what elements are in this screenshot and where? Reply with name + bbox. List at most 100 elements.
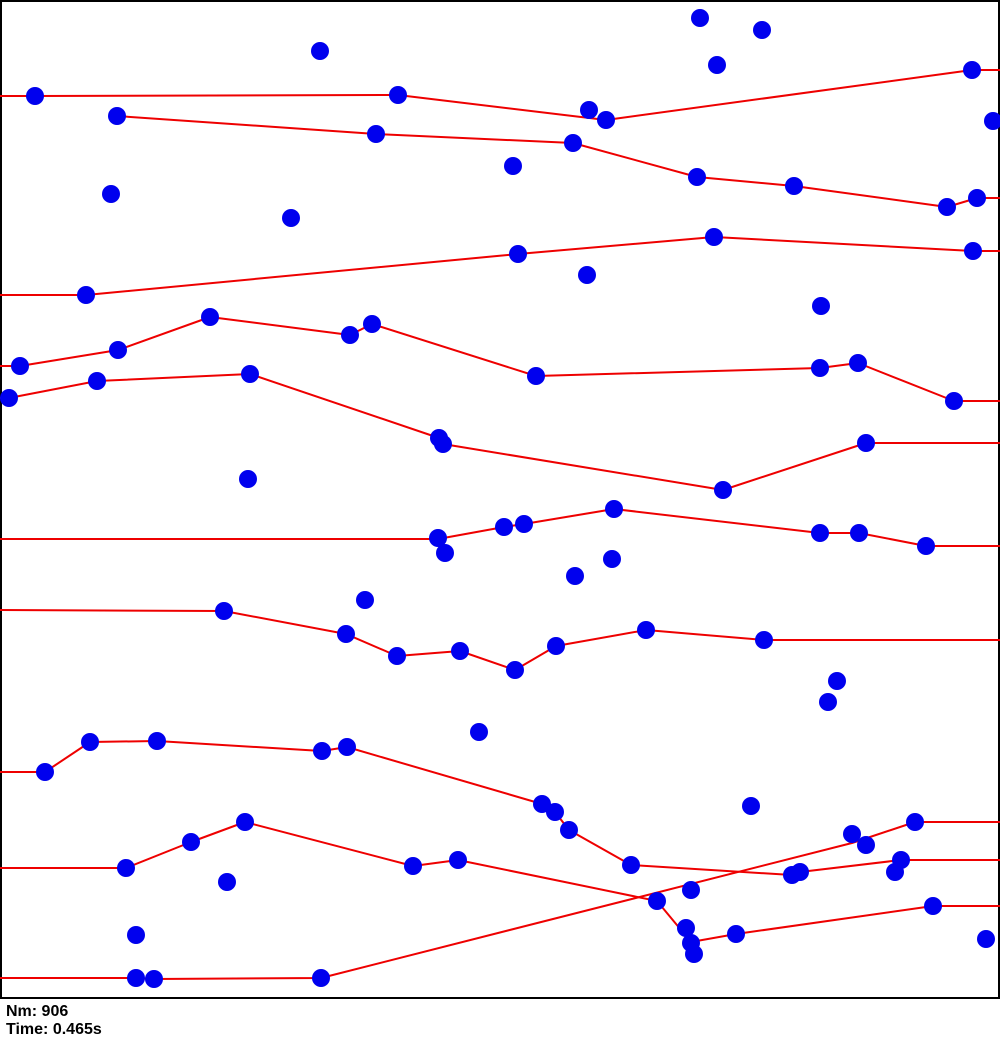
node-point xyxy=(356,591,374,609)
node-point xyxy=(527,367,545,385)
simulation-plot xyxy=(0,9,1000,988)
node-point xyxy=(504,157,522,175)
node-point xyxy=(36,763,54,781)
node-point xyxy=(714,481,732,499)
path-line-1 xyxy=(0,69,1000,121)
node-point xyxy=(436,544,454,562)
node-point xyxy=(938,198,956,216)
node-point xyxy=(367,125,385,143)
node-point xyxy=(812,297,830,315)
node-point xyxy=(470,723,488,741)
node-point xyxy=(857,434,875,452)
node-point xyxy=(811,359,829,377)
node-point xyxy=(977,930,995,948)
node-point xyxy=(429,529,447,547)
node-point xyxy=(389,86,407,104)
node-point xyxy=(404,857,422,875)
node-point xyxy=(311,42,329,60)
node-point xyxy=(506,661,524,679)
node-point xyxy=(337,625,355,643)
node-point xyxy=(963,61,981,79)
node-point xyxy=(637,621,655,639)
node-point xyxy=(546,803,564,821)
node-point xyxy=(236,813,254,831)
elapsed-time-label: Time: 0.465s xyxy=(6,1021,102,1038)
node-point xyxy=(685,945,703,963)
path-line-10 xyxy=(0,821,1000,980)
node-point xyxy=(451,642,469,660)
node-point xyxy=(239,470,257,488)
node-point xyxy=(564,134,582,152)
node-point xyxy=(906,813,924,831)
nm-counter-label: Nm: 906 xyxy=(6,1003,69,1020)
node-point xyxy=(753,21,771,39)
node-point xyxy=(363,315,381,333)
node-point xyxy=(117,859,135,877)
node-point xyxy=(102,185,120,203)
node-point xyxy=(705,228,723,246)
node-point xyxy=(449,851,467,869)
simulation-canvas xyxy=(0,0,1000,999)
node-point xyxy=(785,177,803,195)
node-point xyxy=(341,326,359,344)
node-point xyxy=(127,969,145,987)
path-line-3 xyxy=(0,236,1000,296)
node-point xyxy=(88,372,106,390)
node-point xyxy=(857,836,875,854)
node-point xyxy=(945,392,963,410)
node-point xyxy=(843,825,861,843)
node-point xyxy=(509,245,527,263)
node-point xyxy=(109,341,127,359)
node-point xyxy=(924,897,942,915)
node-point xyxy=(691,9,709,27)
node-point xyxy=(215,602,233,620)
node-point xyxy=(819,693,837,711)
node-point xyxy=(547,637,565,655)
node-point xyxy=(677,919,695,937)
node-point xyxy=(282,209,300,227)
node-point xyxy=(622,856,640,874)
node-point xyxy=(580,101,598,119)
node-point xyxy=(533,795,551,813)
node-point xyxy=(708,56,726,74)
node-point xyxy=(566,567,584,585)
node-point xyxy=(850,524,868,542)
node-point xyxy=(26,87,44,105)
node-point xyxy=(964,242,982,260)
node-point xyxy=(688,168,706,186)
path-line-5 xyxy=(0,373,1000,491)
node-point xyxy=(727,925,745,943)
node-point xyxy=(11,357,29,375)
node-point xyxy=(578,266,596,284)
node-point xyxy=(755,631,773,649)
node-point xyxy=(148,732,166,750)
node-point xyxy=(241,365,259,383)
node-point xyxy=(338,738,356,756)
node-point xyxy=(682,881,700,899)
node-point xyxy=(984,112,1000,130)
points-layer xyxy=(0,9,1000,988)
node-point xyxy=(560,821,578,839)
node-point xyxy=(603,550,621,568)
node-point xyxy=(605,500,623,518)
node-point xyxy=(127,926,145,944)
node-point xyxy=(648,892,666,910)
path-line-8 xyxy=(0,740,1000,876)
node-point xyxy=(388,647,406,665)
node-point xyxy=(0,389,18,407)
node-point xyxy=(312,969,330,987)
node-point xyxy=(218,873,236,891)
node-point xyxy=(495,518,513,536)
node-point xyxy=(182,833,200,851)
node-point xyxy=(313,742,331,760)
path-line-7 xyxy=(0,609,1000,671)
node-point xyxy=(515,515,533,533)
node-point xyxy=(434,435,452,453)
node-point xyxy=(828,672,846,690)
node-point xyxy=(849,354,867,372)
node-point xyxy=(917,537,935,555)
node-point xyxy=(108,107,126,125)
node-point xyxy=(811,524,829,542)
node-point xyxy=(742,797,760,815)
node-point xyxy=(791,863,809,881)
